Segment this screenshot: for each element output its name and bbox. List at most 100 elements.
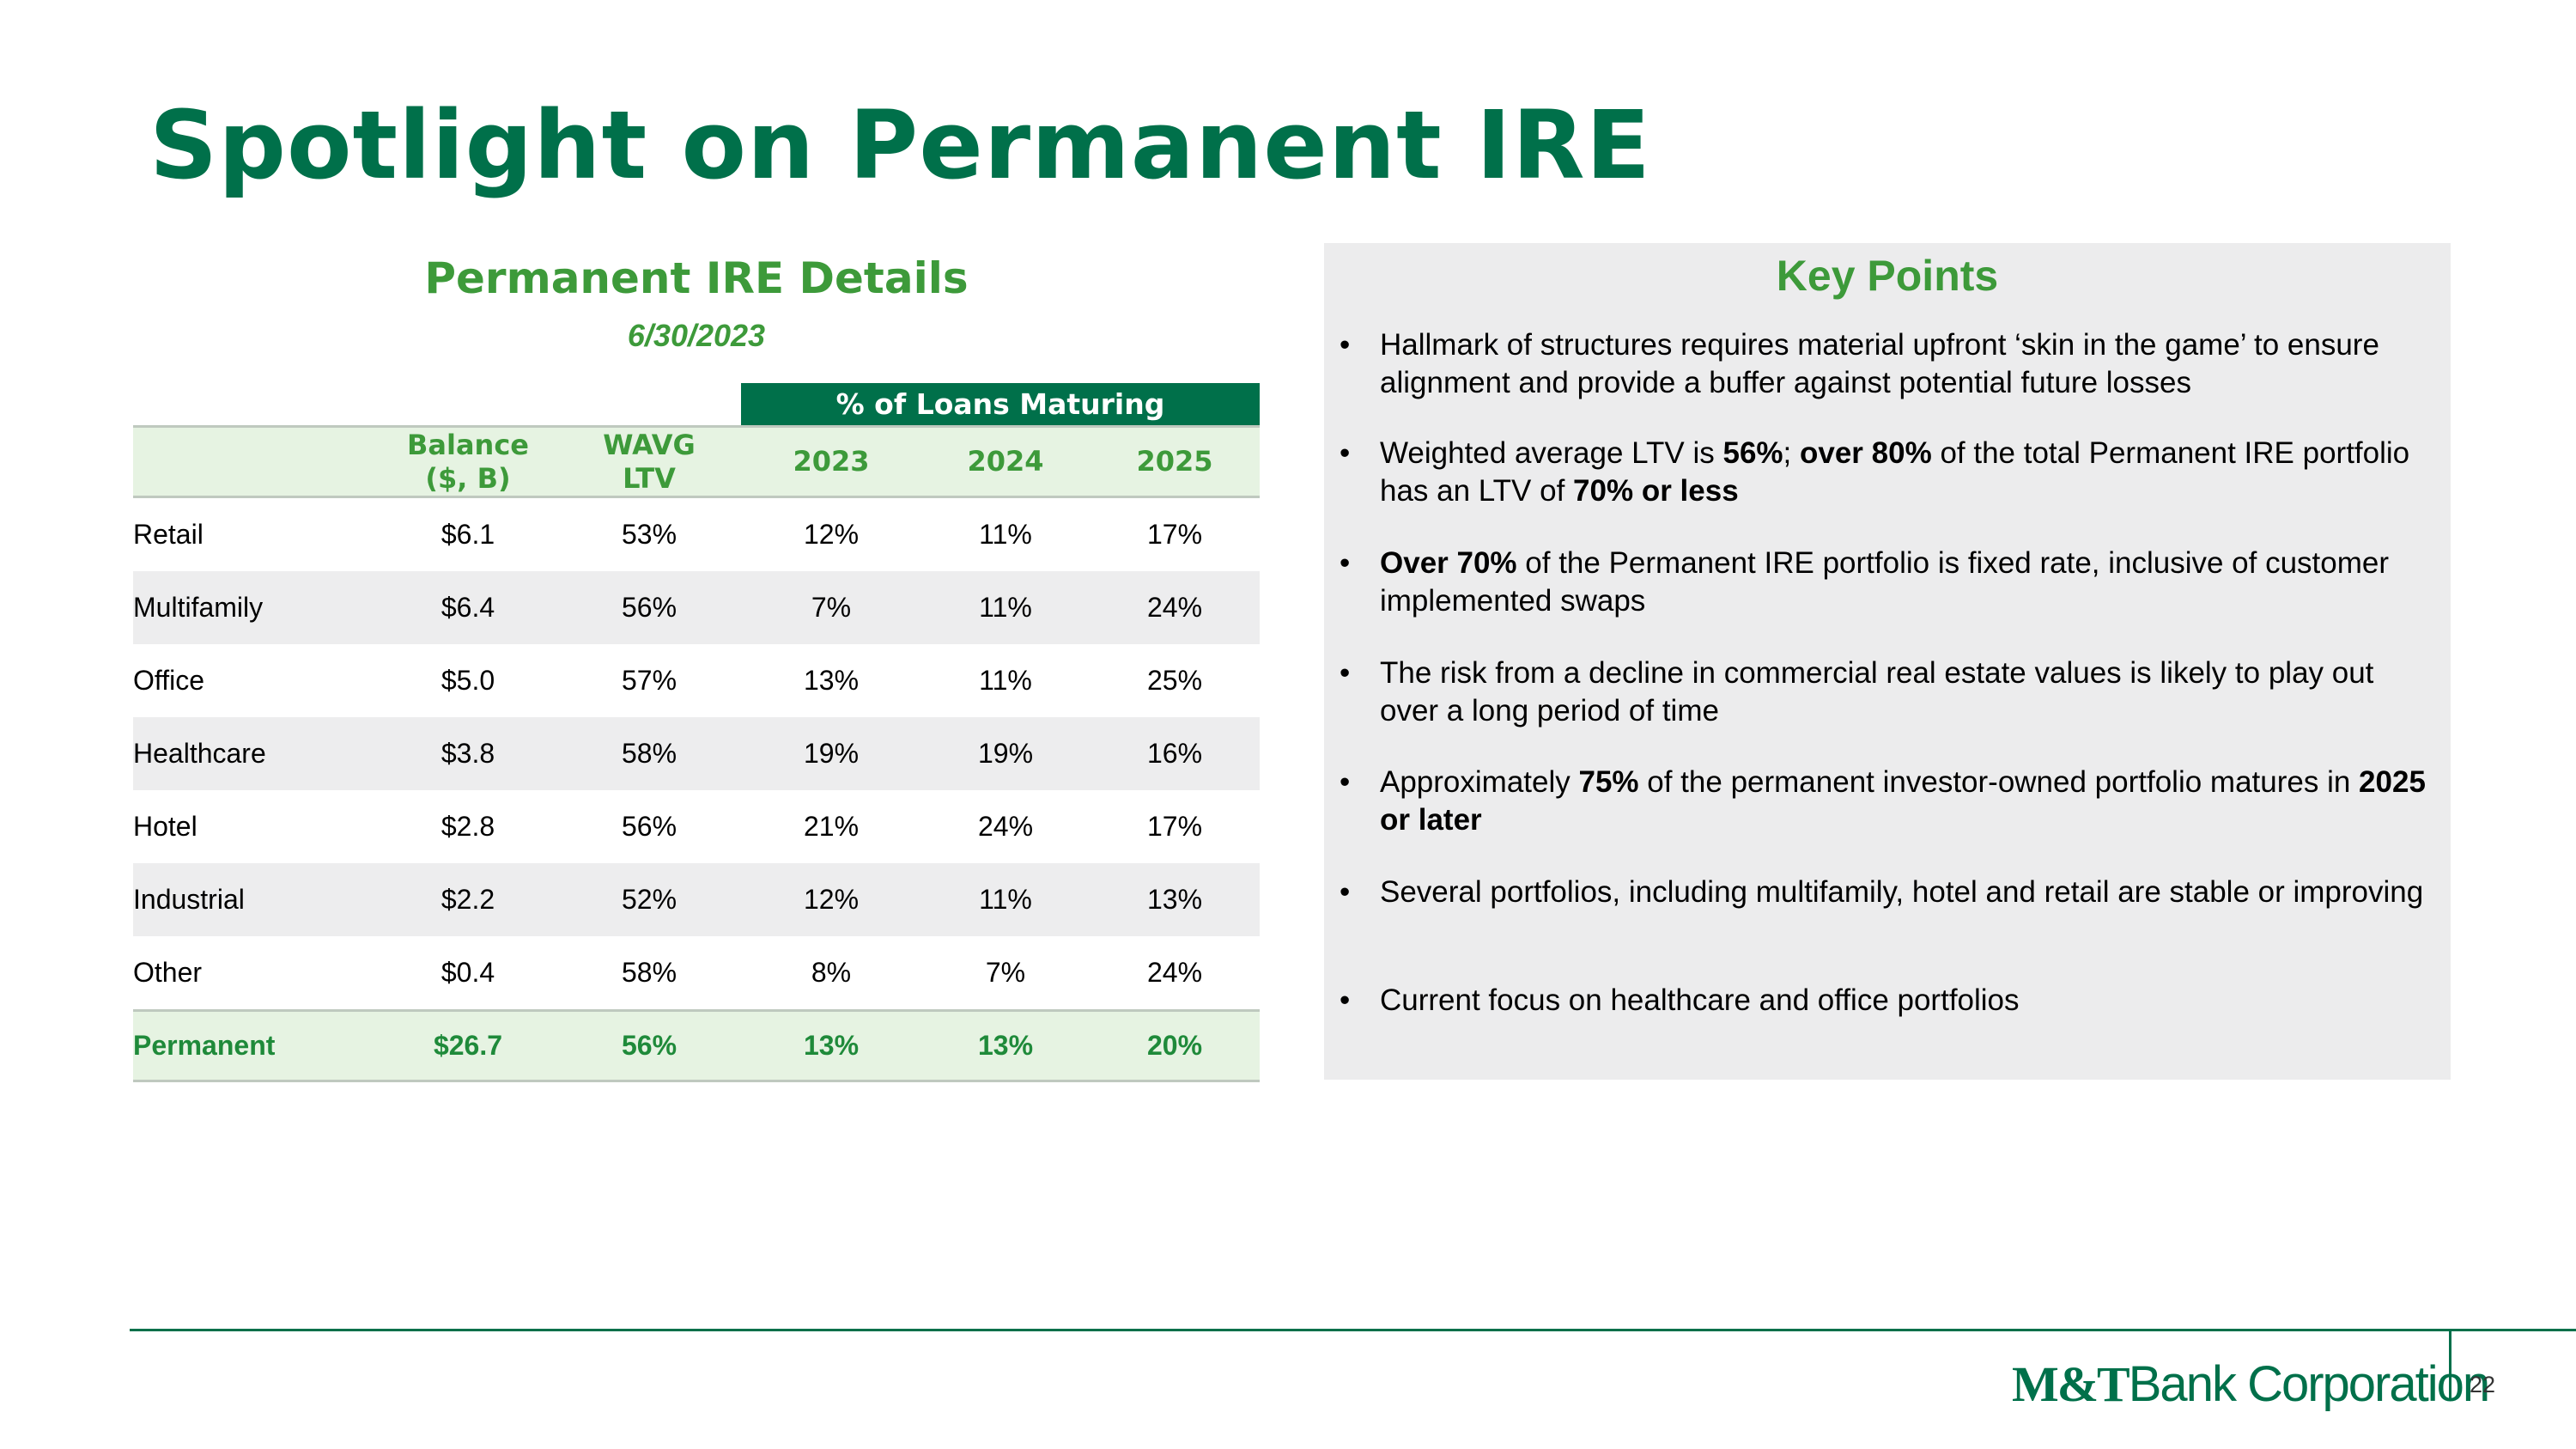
table-cell: 57% [621,665,677,696]
logo: M&TBank Corporation [2012,1355,2490,1413]
footer-divider [2449,1331,2451,1400]
bullet-run: 56% [1722,436,1783,470]
table-cell: 11% [979,884,1032,915]
column-header: Balance ($, B) [407,429,529,495]
table-cell: 7% [811,592,852,623]
footer-rule [130,1329,2576,1331]
table-cell: 11% [979,592,1032,623]
row-label: Retail [133,519,204,550]
table-cell: 52% [621,884,677,915]
table-cell: 13% [1146,884,1203,915]
table-cell: $26.7 [433,1030,503,1061]
row-label: Multifamily [133,592,264,623]
table-cell: $0.4 [440,957,495,988]
page-number: 22 [2470,1372,2496,1397]
table-cell: 13% [803,1030,860,1061]
table-cell: 11% [979,665,1032,696]
bullet: The risk from a decline in commercial re… [1380,654,2436,730]
bullet-run: ; [1783,436,1800,470]
table-cell: 19% [803,738,860,769]
bullet-run: Over 70% [1380,546,1517,580]
table-cell: 58% [621,957,677,988]
column-header: 2025 [1136,445,1213,478]
table-cell: $6.4 [440,592,495,623]
table-cell: 56% [621,811,677,842]
table-cell: 56% [621,1030,677,1061]
bullet-dot: • [1340,765,1351,799]
bullet-run: of the permanent investor-owned portfoli… [1638,765,2360,799]
table-cell: 24% [1146,592,1203,623]
bullet: Several portfolios, including multifamil… [1380,874,2436,911]
key-points-title: Key Points [1776,252,1999,300]
bullet-dot: • [1340,328,1351,362]
bullet-run: 75% [1578,765,1639,799]
table-cell: 8% [811,957,852,988]
bullet-run: The risk from a decline in commercial re… [1380,656,2374,728]
column-header: 2023 [793,445,870,478]
table-cell: $2.2 [440,884,495,915]
table-cell: 11% [979,519,1032,550]
table-date: 6/30/2023 [627,318,766,353]
group-header: % of Loans Maturing [741,383,1260,425]
row-label: Permanent [133,1030,276,1061]
table-cell: 12% [803,884,860,915]
bullet: Current focus on healthcare and office p… [1380,982,2436,1020]
table-cell: 56% [621,592,677,623]
table-cell: 13% [803,665,860,696]
key-points-panel [1324,243,2451,1080]
table-cell: 25% [1146,665,1203,696]
table-cell: 58% [621,738,677,769]
bullet-run: over 80% [1800,436,1932,470]
bullet-dot: • [1340,875,1351,909]
header-row [133,425,1260,498]
table-row: Other $0.4 58% 8% 7% 24% [133,936,1260,1009]
table-cell: $5.0 [440,665,495,696]
table-cell: 21% [803,811,860,842]
table-cell: $6.1 [440,519,495,550]
row-label: Hotel [133,811,197,842]
table-cell: 17% [1146,811,1203,842]
table-cell: 7% [985,957,1026,988]
bullet-run: of the Permanent IRE portfolio is fixed … [1380,546,2390,618]
bullet-dot: • [1340,546,1351,580]
table-cell: 24% [977,811,1034,842]
column-header: WAVG LTV [603,429,696,495]
table-cell: 17% [1146,519,1203,550]
table-row: Multifamily $6.4 56% 7% 11% 24% [133,571,1260,644]
table-row: Retail $6.1 53% 12% 11% 17% [133,498,1260,571]
bullet-run: Current focus on healthcare and office p… [1380,983,2020,1017]
bullet: Hallmark of structures requires material… [1380,326,2436,402]
table-cell: 19% [977,738,1034,769]
row-label: Office [133,665,204,696]
table-cell: 53% [621,519,677,550]
bullet: Approximately 75% of the permanent inves… [1380,764,2436,839]
column-header: 2024 [967,445,1044,478]
table-title: Permanent IRE Details [424,253,969,303]
table-cell: 20% [1146,1030,1203,1061]
row-label: Industrial [133,884,245,915]
bullet: Weighted average LTV is 56%; over 80% of… [1380,435,2436,510]
table-cell: $2.8 [440,811,495,842]
table-cell: 12% [803,519,860,550]
bullet-run: Weighted average LTV is [1380,436,1723,470]
logo-mark: M&T [2012,1356,2130,1412]
row-label: Other [133,957,203,988]
bullet-run: of the total Permanent IRE portfolio has… [1380,436,2410,508]
total-row: Permanent $26.7 56% 13% 13% 20% [133,1009,1260,1082]
table-cell: 24% [1146,957,1203,988]
table-row: Hotel $2.8 56% 21% 24% 17% [133,790,1260,863]
bullet-run: 70% or less [1573,474,1739,508]
bullet-run: Hallmark of structures requires material… [1380,328,2379,399]
logo-name: Bank Corporation [2128,1356,2490,1412]
bullet-run: Approximately [1380,765,1579,799]
table-row: Industrial $2.2 52% 12% 11% 13% [133,863,1260,936]
slide-title: Spotlight on Permanent IRE [149,90,1651,200]
table-row: Healthcare $3.8 58% 19% 19% 16% [133,717,1260,790]
table-row: Office $5.0 57% 13% 11% 25% [133,644,1260,717]
bullet-dot: • [1340,436,1351,470]
bullet-dot: • [1340,983,1351,1017]
table-cell: $3.8 [440,738,495,769]
bullet-dot: • [1340,656,1351,690]
table-cell: 16% [1146,738,1203,769]
